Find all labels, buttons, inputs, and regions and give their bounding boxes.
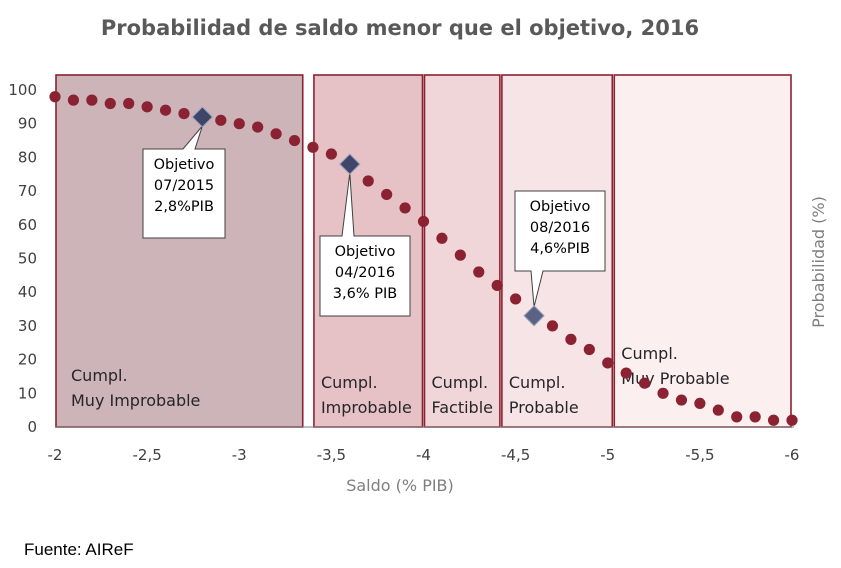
zone-label-line: Cumpl.	[509, 373, 566, 392]
data-point	[67, 94, 80, 106]
x-tick-label: -3,5	[317, 446, 346, 464]
data-point	[639, 377, 651, 389]
chart-title: Probabilidad de saldo menor que el objet…	[101, 16, 699, 40]
data-point	[436, 232, 448, 244]
data-point	[417, 215, 430, 228]
callout-text-line: Objetivo	[335, 244, 396, 260]
data-point	[399, 202, 411, 214]
zone-label-line: Cumpl.	[71, 366, 128, 385]
data-point	[86, 94, 98, 106]
zone-label-line: Cumpl.	[321, 373, 378, 392]
data-point	[454, 249, 466, 261]
x-tick-label: -3	[232, 446, 247, 464]
data-point	[731, 411, 743, 423]
data-point	[491, 279, 503, 292]
callout-text-line: 04/2016	[335, 265, 395, 281]
callout-text-line: 08/2016	[530, 220, 590, 236]
x-tick-label: -2	[48, 446, 63, 464]
source-note: Fuente: AIReF	[24, 540, 134, 559]
callout-text-line: 3,6% PIB	[333, 286, 397, 302]
data-point	[602, 357, 614, 369]
data-point	[565, 333, 577, 345]
data-point	[233, 118, 245, 130]
zone-label-line: Improbable	[321, 398, 412, 417]
data-point	[657, 387, 669, 399]
y-tick-label: 50	[18, 250, 37, 268]
y-tick-label: 80	[18, 148, 37, 166]
data-point	[786, 414, 798, 426]
x-tick-label: -5,5	[685, 446, 714, 464]
zone-label-line: Cumpl.	[432, 373, 489, 392]
callout-text-line: Objetivo	[530, 199, 591, 215]
target-diamond	[191, 106, 214, 128]
data-point	[473, 266, 485, 278]
zone-1	[55, 74, 304, 428]
y-tick-label: 0	[27, 418, 37, 436]
data-point	[123, 97, 135, 110]
data-point	[215, 114, 227, 126]
data-point	[694, 397, 706, 410]
x-tick-label: -6	[785, 446, 800, 464]
y-tick-label: 10	[18, 384, 37, 402]
data-point	[325, 148, 337, 160]
data-point	[141, 101, 153, 113]
callout-text-line: 07/2015	[154, 178, 214, 194]
y-tick-label: 100	[8, 81, 37, 99]
zone-label-line: Muy Probable	[621, 369, 729, 388]
x-tick-label: -5	[600, 446, 615, 464]
data-point	[767, 414, 780, 426]
data-point	[49, 91, 61, 103]
data-point	[749, 411, 761, 423]
data-point	[178, 107, 190, 120]
data-point	[712, 404, 724, 416]
y-axis-label: Probabilidad (%)	[809, 196, 828, 328]
y-tick-label: 30	[18, 317, 37, 335]
callout-text-line: Objetivo	[154, 157, 215, 173]
x-tick-label: -4	[416, 446, 431, 464]
y-tick-label: 70	[18, 182, 37, 200]
data-point	[510, 293, 522, 305]
data-point	[252, 121, 264, 133]
callout-box	[514, 190, 606, 307]
data-point	[546, 320, 559, 332]
data-point	[583, 343, 595, 356]
zone-label-line: Cumpl.	[621, 344, 678, 363]
zone-5	[613, 74, 792, 428]
callout-text-line: 2,8%PIB	[154, 199, 214, 215]
x-tick-label: -4,5	[501, 446, 530, 464]
data-point	[288, 134, 301, 147]
data-point	[675, 394, 688, 406]
data-point	[104, 97, 116, 110]
y-tick-label: 60	[18, 216, 37, 234]
target-diamond	[339, 153, 361, 175]
target-diamond	[523, 305, 545, 327]
x-axis-label: Saldo (% PIB)	[346, 476, 454, 495]
zone-label-line: Muy Improbable	[71, 391, 200, 410]
zone-label-line: Probable	[509, 398, 579, 417]
callout-text-line: 4,6%PIB	[530, 241, 590, 257]
zone-label-line: Factible	[432, 398, 494, 417]
data-point	[307, 141, 319, 153]
data-point	[381, 188, 393, 201]
callout-box	[319, 173, 411, 317]
data-point	[159, 104, 172, 116]
data-point	[270, 128, 282, 140]
x-tick-label: -2,5	[132, 446, 161, 464]
y-tick-label: 40	[18, 283, 37, 301]
y-tick-label: 90	[18, 115, 37, 133]
callout-box	[142, 125, 226, 239]
y-tick-label: 20	[18, 351, 37, 369]
data-point	[620, 367, 632, 379]
data-point	[362, 175, 374, 187]
